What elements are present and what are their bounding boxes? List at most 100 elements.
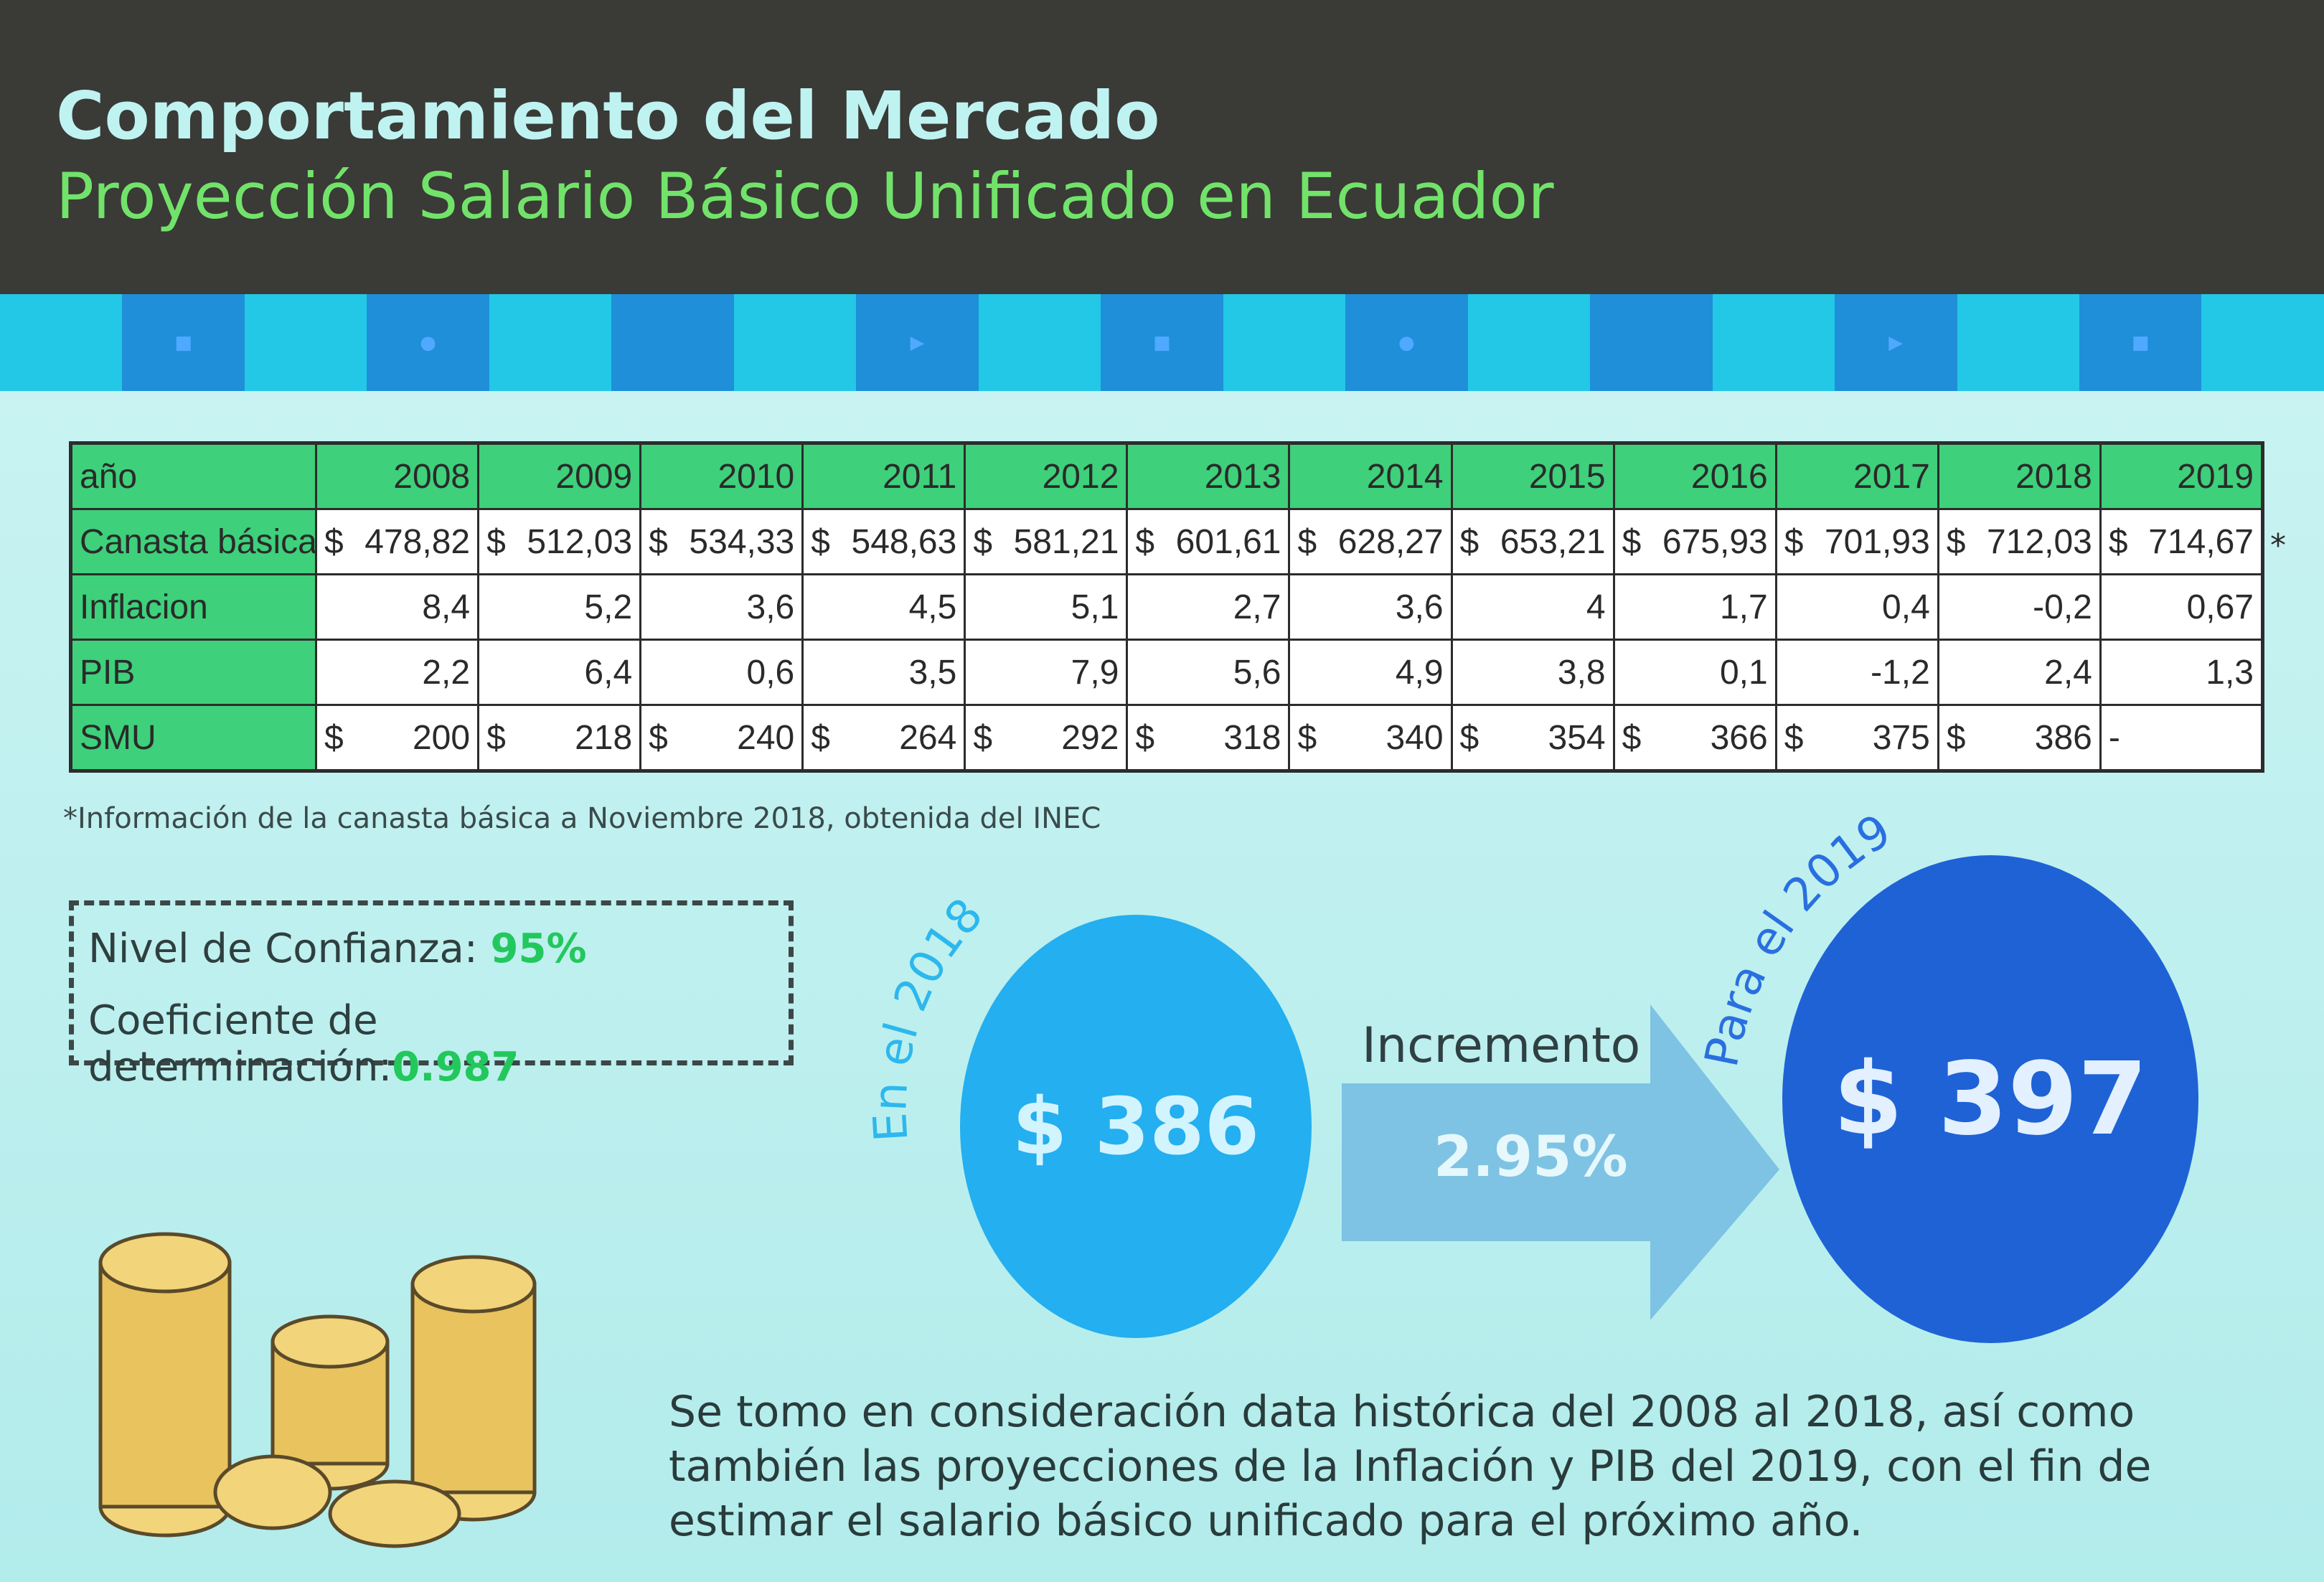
table-cell: 2,2 <box>314 639 480 706</box>
table-row: año 2008 2009 2010 2011 2012 2013 2014 2015 2016 2… <box>70 442 2264 510</box>
salary-2019-value: $ 397 <box>1833 1040 2148 1158</box>
table-cell: 6,4 <box>477 639 642 706</box>
currency-symbol: $ <box>1784 522 1804 561</box>
salary-2018-value: $ 386 <box>1012 1080 1260 1172</box>
amount: 340 <box>1386 718 1444 757</box>
table-cell: -1,2 <box>1774 639 1939 706</box>
strip-segment <box>1957 294 2079 391</box>
strip-segment <box>1467 294 1591 391</box>
salary-2019-circle: $ 397 <box>1782 855 2198 1343</box>
table-cell: 2015 <box>1450 442 1615 510</box>
table-cell: 2018 <box>1937 442 2102 510</box>
increment-value: 2.95% <box>1434 1125 1628 1190</box>
currency-symbol: $ <box>486 522 506 561</box>
currency-symbol: $ <box>1297 522 1317 561</box>
amount: 653,21 <box>1500 522 1606 561</box>
currency-symbol: $ <box>1622 522 1642 561</box>
table-cell: 0,4 <box>1774 573 1939 641</box>
amount: 628,27 <box>1337 522 1444 561</box>
table-cell: 3,8 <box>1450 639 1615 706</box>
strip-segment <box>611 294 734 391</box>
table-cell: $601,61 <box>1126 508 1291 575</box>
amount: 318 <box>1223 718 1281 757</box>
table-cell: $218 <box>477 704 642 772</box>
table-cell: $653,21 <box>1450 508 1615 575</box>
strip-segment <box>733 294 857 391</box>
table-cell: 0,67 <box>2099 573 2264 641</box>
strip-marker-icon: ■ <box>2131 331 2150 354</box>
row-label: Inflacion <box>70 573 317 641</box>
r2-value: 0.987 <box>392 1044 519 1091</box>
currency-symbol: $ <box>811 522 830 561</box>
currency-value: $548,63 <box>811 522 956 562</box>
currency-value: $601,61 <box>1135 522 1281 562</box>
table-cell: 2,7 <box>1126 573 1291 641</box>
currency-value: $386 <box>1947 718 2092 758</box>
table-cell: $318 <box>1126 704 1291 772</box>
currency-value: $675,93 <box>1622 522 1768 562</box>
amount: 200 <box>412 718 471 757</box>
table-cell: $292 <box>964 704 1129 772</box>
currency-value: $712,03 <box>1947 522 2092 562</box>
strip-segment <box>244 294 367 391</box>
table-cell: 2011 <box>801 442 966 510</box>
currency-value: $240 <box>649 718 794 758</box>
table-row: Canasta básica $478,82 $512,03 $534,33 $548,… <box>70 508 2264 575</box>
currency-symbol: $ <box>324 718 344 757</box>
strip-segment: ▶ <box>856 294 979 391</box>
table-row: SMU $200 $218 $240 $264 $292 $318 $340 $354 $366 $… <box>70 704 2264 772</box>
table-cell: -0,2 <box>1937 573 2102 641</box>
currency-symbol: $ <box>1459 718 1479 757</box>
table-cell: $701,93 <box>1774 508 1939 575</box>
strip-segment <box>489 294 612 391</box>
table-cell: 5,2 <box>477 573 642 641</box>
amount: 714,67 <box>2148 522 2254 561</box>
strip-segment: ● <box>1345 294 1468 391</box>
currency-value: $292 <box>973 718 1119 758</box>
table-cell: $240 <box>639 704 804 772</box>
strip-marker-icon: ● <box>420 331 436 354</box>
amount: 375 <box>1872 718 1930 757</box>
currency-symbol: $ <box>1297 718 1317 757</box>
decorative-strip: ■ ● ▶ ■ ● ▶ ■ <box>0 294 2324 391</box>
currency-symbol: $ <box>1459 522 1479 561</box>
currency-value: $264 <box>811 718 956 758</box>
table-cell: $512,03 <box>477 508 642 575</box>
table-cell: 0,1 <box>1612 639 1777 706</box>
table-cell: 4 <box>1450 573 1615 641</box>
coins-illustration <box>98 1232 537 1548</box>
currency-value: $581,21 <box>973 522 1119 562</box>
strip-marker-icon: ▶ <box>1888 331 1904 354</box>
currency-symbol: $ <box>649 718 668 757</box>
table-cell: $340 <box>1288 704 1453 772</box>
table-cell: $548,63 <box>801 508 966 575</box>
amount: 601,61 <box>1175 522 1281 561</box>
table-cell: 2014 <box>1288 442 1453 510</box>
table-cell: 0,6 <box>639 639 804 706</box>
table-cell: 3,6 <box>1288 573 1453 641</box>
currency-value: $701,93 <box>1784 522 1930 562</box>
table-cell: $478,82 <box>314 508 480 575</box>
table-cell: 2019 <box>2099 442 2264 510</box>
increment-label: Incremento <box>1362 1017 1641 1074</box>
currency-symbol: $ <box>973 522 993 561</box>
strip-segment <box>978 294 1101 391</box>
amount: 675,93 <box>1662 522 1768 561</box>
currency-symbol: $ <box>2108 522 2128 561</box>
amount: 240 <box>737 718 795 757</box>
currency-value: $354 <box>1460 718 1606 758</box>
table-cell: 2013 <box>1126 442 1291 510</box>
table-cell: 8,4 <box>314 573 480 641</box>
currency-value: $534,33 <box>649 522 794 562</box>
row-label: año <box>70 442 317 510</box>
table-cell: $628,27 <box>1288 508 1453 575</box>
table-cell: $714,67 <box>2099 508 2264 575</box>
amount: 701,93 <box>1824 522 1930 561</box>
currency-symbol: $ <box>1135 522 1155 561</box>
strip-segment <box>0 294 123 391</box>
table-cell: $366 <box>1612 704 1777 772</box>
table-cell: 2016 <box>1612 442 1777 510</box>
table-cell: $200 <box>314 704 480 772</box>
strip-segment: ■ <box>122 294 245 391</box>
table-cell: 5,6 <box>1126 639 1291 706</box>
